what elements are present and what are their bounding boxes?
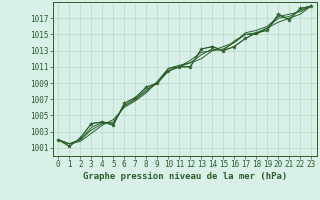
- X-axis label: Graphe pression niveau de la mer (hPa): Graphe pression niveau de la mer (hPa): [83, 172, 287, 181]
